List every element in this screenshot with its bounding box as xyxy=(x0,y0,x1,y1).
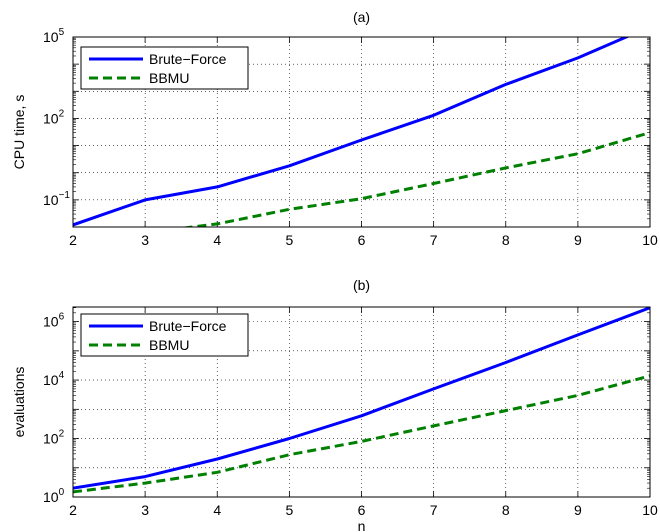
y-tick-label: 102 xyxy=(43,429,65,447)
legend-box xyxy=(80,46,249,90)
x-tick-label: 7 xyxy=(430,502,438,518)
chart-title: (a) xyxy=(353,9,370,25)
legend-label: Brute−Force xyxy=(149,318,227,334)
y-tick-label: 105 xyxy=(43,27,65,45)
x-tick-label: 10 xyxy=(642,502,658,518)
y-tick-label: 100 xyxy=(43,487,65,505)
y-tick-label: 102 xyxy=(43,108,65,126)
axes-frame xyxy=(72,36,651,228)
x-tick-label: 4 xyxy=(213,232,221,248)
series-line-brute-force xyxy=(73,37,630,227)
x-tick-label: 10 xyxy=(642,232,658,248)
y-tick-label: 104 xyxy=(43,370,65,388)
legend-label: Brute−Force xyxy=(149,51,227,67)
x-tick-label: 3 xyxy=(141,232,149,248)
x-tick-label: 2 xyxy=(69,502,77,518)
x-tick-label: 9 xyxy=(574,502,582,518)
x-tick-label: 2 xyxy=(69,232,77,248)
legend-label: BBMU xyxy=(149,70,189,86)
x-tick-label: 7 xyxy=(430,232,438,248)
legend-label: BBMU xyxy=(149,337,189,353)
y-tick-label: 10−1 xyxy=(43,190,70,208)
x-tick-label: 5 xyxy=(285,502,293,518)
x-axis-label: n xyxy=(358,518,366,532)
x-tick-label: 8 xyxy=(502,232,510,248)
axes-frame xyxy=(72,306,651,498)
y-tick-label: 106 xyxy=(43,312,65,330)
x-tick-label: 6 xyxy=(358,232,366,248)
x-tick-label: 6 xyxy=(358,502,366,518)
panel-b: 2 3 4 5 6 7 8 9 10 100 102 104 106 (b) evaluations n Bru… xyxy=(11,277,658,532)
x-tick-label: 3 xyxy=(141,502,149,518)
x-tick-label: 9 xyxy=(574,232,582,248)
legend: Brute−Force BBMU xyxy=(80,46,249,90)
x-tick-label: 4 xyxy=(213,502,221,518)
chart-title: (b) xyxy=(353,277,370,293)
legend: Brute−Force BBMU xyxy=(80,313,249,357)
y-axis-label: CPU time, s xyxy=(11,95,27,170)
x-tick-label: 8 xyxy=(502,502,510,518)
legend-box xyxy=(80,313,249,357)
x-tick-label: 5 xyxy=(285,232,293,248)
panel-a: 2 3 4 5 6 7 8 9 10 10−1 102 105 (a) CPU time, s Brute−… xyxy=(11,9,658,248)
series-line-brute-force xyxy=(73,307,650,490)
y-axis-label: evaluations xyxy=(11,367,27,438)
